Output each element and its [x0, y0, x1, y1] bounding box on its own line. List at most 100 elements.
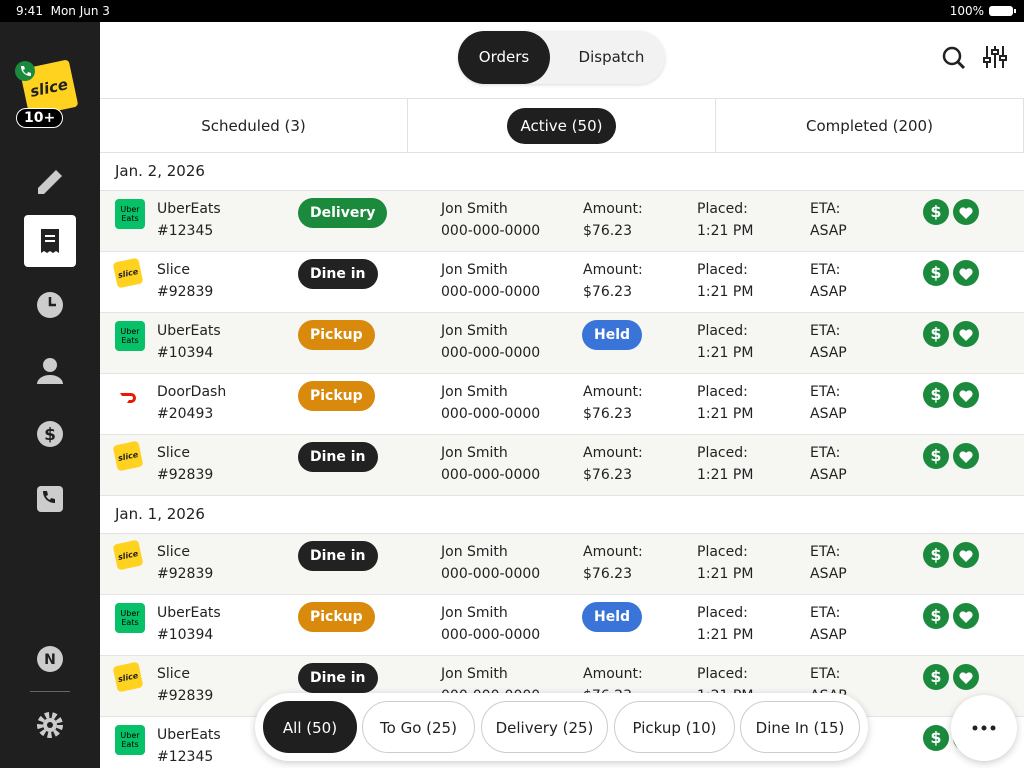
eta: ASAP [810, 406, 847, 422]
amount: $76.23 [583, 223, 632, 239]
subtab[interactable]: Active (50) [506, 107, 617, 144]
eta-label: ETA: [810, 666, 841, 682]
amount: $76.23 [583, 566, 632, 582]
placed-time: 1:21 PM [697, 627, 754, 643]
customer-name: Jon Smith [441, 262, 508, 278]
paid-icon: $ [923, 443, 949, 469]
nav-payments-symbol: $ [44, 425, 56, 445]
avatar[interactable] [37, 646, 63, 672]
more-button[interactable] [951, 695, 1017, 761]
status-left: 9:41 Mon Jun 3 [16, 4, 110, 18]
customer-phone: 000-000-0000 [441, 627, 541, 643]
eta-label: ETA: [810, 544, 841, 560]
eta: ASAP [810, 284, 847, 300]
paid-icon: $ [923, 321, 949, 347]
order-list: Jan. 2, 2026 Uber Eats UberEats #12345 Deliv… [100, 153, 1024, 768]
order-row[interactable]: DoorDash #20493 Pickup Jon Smith 000-000-000… [100, 374, 1024, 435]
view-tab[interactable]: Orders [458, 31, 550, 84]
filter-chip[interactable]: To Go (25) [362, 701, 475, 753]
platform-logo: slice [112, 539, 144, 571]
placed-label: Placed: [697, 544, 748, 560]
amount: $76.23 [583, 406, 632, 422]
search[interactable] [942, 46, 962, 66]
order-id: #92839 [157, 284, 214, 300]
main: Orders Dispatch Scheduled (3) Active (50) C… [100, 22, 1024, 768]
customer-name: Jon Smith [441, 323, 508, 339]
customer-name: Jon Smith [441, 445, 508, 461]
filter-chip[interactable]: Delivery (25) [481, 701, 608, 753]
order-row[interactable]: Uber Eats UberEats #10394 Pickup Jon Smith 00… [100, 313, 1024, 374]
placed-time: 1:21 PM [697, 223, 754, 239]
order-row[interactable]: Uber Eats UberEats #10394 Pickup Jon Smith 00… [100, 595, 1024, 656]
subtab-cell: Completed (200) [716, 99, 1024, 152]
filter-chip[interactable]: Pickup (10) [614, 701, 735, 753]
placed-label: Placed: [697, 445, 748, 461]
date-header: Jan. 1, 2026 [100, 496, 1024, 534]
nav-customers[interactable] [43, 358, 57, 372]
platform: Slice [157, 666, 190, 682]
paid-icon: $ [923, 199, 949, 225]
order-id: #10394 [157, 627, 214, 643]
filter-settings[interactable] [983, 46, 1007, 68]
amount-label: Amount: [583, 384, 643, 400]
subtab[interactable]: Scheduled (3) [201, 116, 306, 135]
date: Mon Jun 3 [50, 4, 110, 18]
customer-phone: 000-000-0000 [441, 284, 541, 300]
paid-icon: $ [923, 664, 949, 690]
filter-chip[interactable]: All (50) [263, 701, 357, 753]
nav-edit[interactable] [38, 170, 62, 194]
filter-chip[interactable]: Dine In (15) [740, 701, 860, 753]
platform-logo: Uber Eats [115, 199, 145, 229]
favorite-icon [953, 542, 979, 568]
order-row[interactable]: Uber Eats UberEats #12345 Delivery Jon Smith… [100, 191, 1024, 252]
paid-icon: $ [923, 603, 949, 629]
favorite-icon [953, 321, 979, 347]
placed-time: 1:21 PM [697, 345, 754, 361]
customer-name: Jon Smith [441, 605, 508, 621]
nav-phone[interactable] [37, 486, 63, 512]
amount: $76.23 [583, 284, 632, 300]
status-bar: 9:41 Mon Jun 3 100% [0, 0, 1024, 22]
paid-icon: $ [923, 260, 949, 286]
order-id: #20493 [157, 406, 214, 422]
order-row[interactable]: slice Slice #92839 Dine in Jon Smith 000-000-… [100, 534, 1024, 595]
view-tab[interactable]: Dispatch [578, 48, 645, 66]
placed-time: 1:21 PM [697, 467, 754, 483]
subtab[interactable]: Completed (200) [806, 116, 933, 135]
order-type: Pickup [298, 381, 375, 411]
paid-icon: $ [923, 725, 949, 751]
subtabs: Scheduled (3) Active (50) Completed (200) [100, 99, 1024, 153]
nav-settings[interactable] [37, 712, 63, 738]
favorite-icon [953, 603, 979, 629]
eta: ASAP [810, 566, 847, 582]
placed-time: 1:21 PM [697, 284, 754, 300]
order-type: Dine in [298, 259, 378, 289]
platform-logo: slice [112, 257, 144, 289]
sidebar: slice 10+ $ N [0, 22, 100, 768]
subtab-cell: Active (50) [408, 99, 716, 152]
eta: ASAP [810, 467, 847, 483]
order-id: #92839 [157, 688, 214, 704]
platform-logo: Uber Eats [115, 603, 145, 633]
customer-phone: 000-000-0000 [441, 223, 541, 239]
order-id: #12345 [157, 749, 214, 765]
eta-label: ETA: [810, 201, 841, 217]
placed-time: 1:21 PM [697, 406, 754, 422]
favorite-icon [953, 382, 979, 408]
order-row[interactable]: Uber Eats UberEats #12345 $ [100, 717, 1024, 768]
order-row[interactable]: slice Slice #92839 Dine in Jon Smith 000-000-… [100, 435, 1024, 496]
eta-label: ETA: [810, 323, 841, 339]
order-row[interactable]: slice Slice #92839 Dine in Jon Smith 000-000-… [100, 252, 1024, 313]
nav-payments[interactable] [37, 421, 63, 447]
eta: ASAP [810, 345, 847, 361]
amount: $76.23 [583, 467, 632, 483]
platform: Slice [157, 262, 190, 278]
platform-logo: Uber Eats [115, 321, 145, 351]
eta-label: ETA: [810, 262, 841, 278]
platform: UberEats [157, 323, 221, 339]
order-status: Held [582, 602, 643, 632]
eta-label: ETA: [810, 605, 841, 621]
platform-logo: Uber Eats [115, 725, 145, 755]
placed-label: Placed: [697, 384, 748, 400]
